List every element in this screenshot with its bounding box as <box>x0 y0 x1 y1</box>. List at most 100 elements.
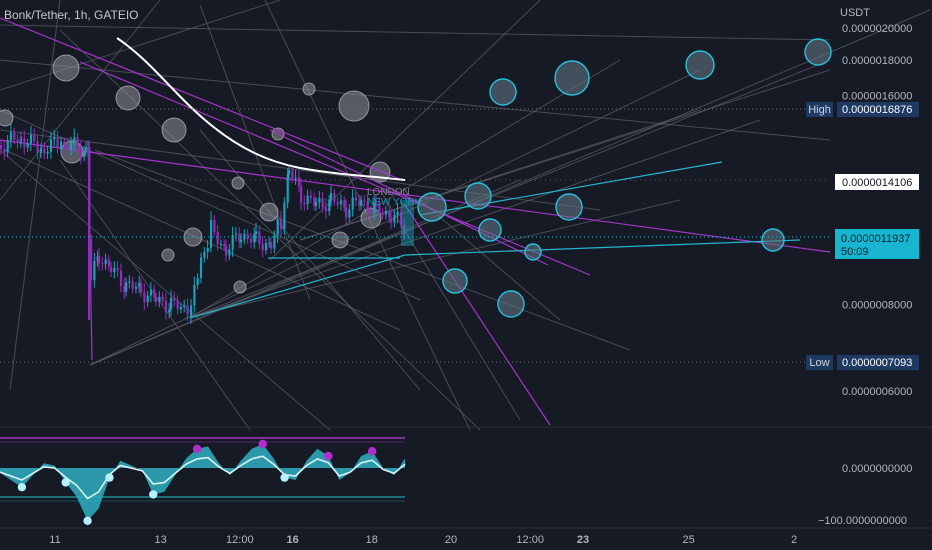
osc-dot <box>367 447 377 456</box>
candle-body <box>315 202 318 206</box>
ray-line <box>0 129 601 211</box>
high-label: High <box>808 104 831 116</box>
level-value: 0.0000014106 <box>842 177 912 189</box>
candle-body <box>210 220 213 230</box>
candle-body <box>297 177 301 187</box>
projection-bubble <box>442 268 468 294</box>
candle-body <box>300 186 303 203</box>
candle-body <box>155 297 158 302</box>
projection-bubble <box>524 243 542 261</box>
candle-body <box>190 305 193 318</box>
candle-countdown: 50:09 <box>841 246 869 258</box>
price-axis-unit: USDT <box>840 7 870 19</box>
last-price-box <box>835 229 919 259</box>
cyan-trend-line <box>404 239 801 256</box>
ray-line <box>184 199 681 319</box>
candle-body <box>85 147 88 151</box>
gray-bubble <box>259 202 279 222</box>
candle-body <box>104 259 107 265</box>
candle-body <box>223 243 226 247</box>
candle-body <box>309 195 313 198</box>
gray-bubble <box>302 82 316 96</box>
candle-body <box>219 243 223 245</box>
candle-body <box>270 242 273 249</box>
candle-body <box>286 174 289 203</box>
candle-body <box>348 209 351 218</box>
candle-body <box>354 197 358 201</box>
projection-bubble <box>804 38 832 66</box>
candle-body <box>158 296 161 302</box>
level-marker: 0.0000014106 <box>835 174 919 190</box>
candlestick-series <box>0 123 414 325</box>
candle-body <box>393 215 396 223</box>
candle-body <box>246 234 249 239</box>
gray-bubble-markers <box>0 54 391 294</box>
candle-body <box>23 138 26 148</box>
candle-body <box>16 139 19 144</box>
candle-body <box>116 267 119 271</box>
candle-body <box>390 217 393 223</box>
candle-body <box>164 301 168 313</box>
candle-body <box>240 239 243 243</box>
candle-body <box>76 137 79 149</box>
candle-body <box>43 148 46 154</box>
projection-bubbles <box>417 38 832 318</box>
candle-body <box>258 231 261 244</box>
candle-body <box>330 193 333 200</box>
candle-body <box>336 201 339 205</box>
ray-line <box>94 149 631 351</box>
osc-dot <box>61 478 70 487</box>
candle-body <box>98 256 101 264</box>
ray-line <box>189 59 621 319</box>
candle-body <box>13 132 16 140</box>
candle-body <box>107 259 111 267</box>
ray-line <box>89 179 521 366</box>
candle-body <box>186 305 189 315</box>
low-label-box <box>806 355 833 370</box>
projection-bubble <box>685 50 715 80</box>
candle-body <box>261 243 264 251</box>
purple-trend-line <box>0 139 831 253</box>
osc-dot <box>192 444 202 453</box>
candle-body <box>49 139 53 152</box>
current-candle-highlight <box>401 200 414 246</box>
candle-body <box>79 148 82 157</box>
candle-body <box>209 229 213 248</box>
high-value-box <box>837 102 919 117</box>
candle-body <box>123 286 126 292</box>
ray-line <box>0 149 331 431</box>
cyan-trend-line <box>189 254 406 319</box>
candle-body <box>280 219 283 230</box>
candle-body <box>90 238 93 281</box>
low-value: 0.0000007093 <box>842 357 912 369</box>
candle-body <box>128 281 131 283</box>
ray-line <box>269 0 541 261</box>
moving-average-line <box>116 37 406 181</box>
candle-body <box>138 283 141 287</box>
candle-body <box>339 200 343 205</box>
candle-body <box>179 306 183 310</box>
session-label-new-york: NEW YORK <box>367 197 422 208</box>
time-tick-label: 12:00 <box>226 534 254 546</box>
purple-trend-line <box>269 129 549 266</box>
low-value-box <box>837 355 919 370</box>
candle-body <box>161 296 164 302</box>
price-tick-label: 0.0000020000 <box>842 23 912 35</box>
candle-body <box>369 212 373 214</box>
candle-body <box>396 211 399 216</box>
low-label: Low <box>809 357 829 369</box>
candle-body <box>29 134 33 144</box>
purple-trend-line <box>79 61 591 276</box>
candle-body <box>363 200 366 202</box>
candle-body <box>228 249 231 256</box>
candle-body <box>306 195 309 205</box>
candle-body <box>200 257 203 264</box>
candle-body <box>125 282 128 292</box>
candle-body <box>40 148 43 152</box>
candle-body <box>253 234 256 243</box>
candle-body <box>303 202 306 205</box>
last-price-marker: 0.0000011937 50:09 <box>835 229 919 259</box>
candle-body <box>333 193 336 202</box>
candle-body <box>231 234 234 250</box>
